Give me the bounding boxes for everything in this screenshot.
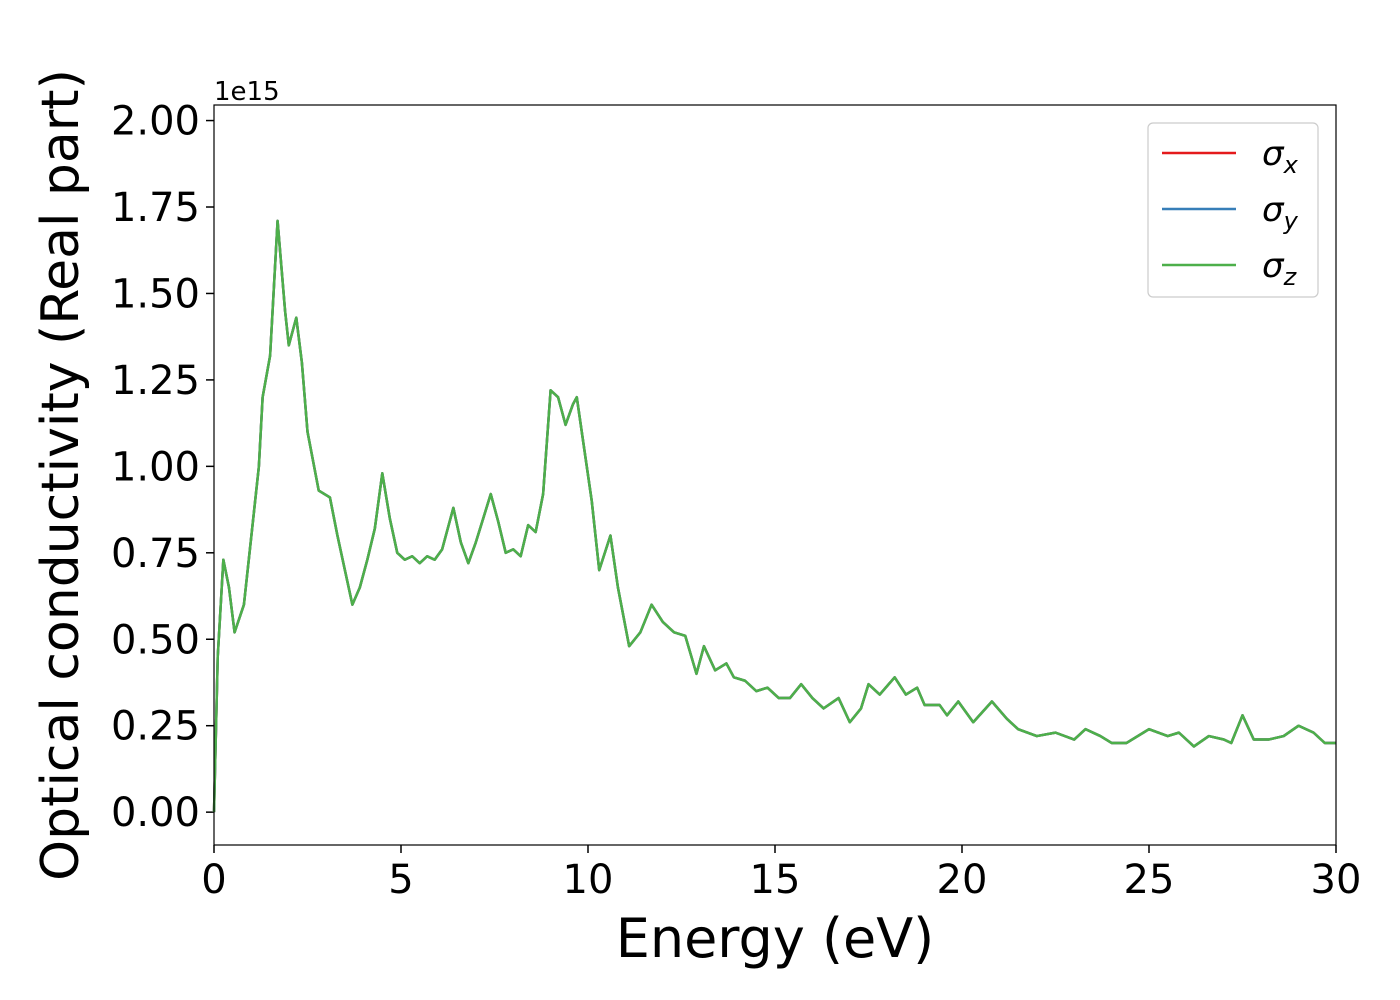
x-tick-label: 5 bbox=[388, 857, 413, 903]
y-axis-label: Optical conductivity (Real part) bbox=[31, 69, 91, 881]
x-tick-label: 15 bbox=[750, 857, 801, 903]
x-tick-label: 10 bbox=[563, 857, 614, 903]
x-tick-label: 25 bbox=[1124, 857, 1175, 903]
y-tick-label: 1.25 bbox=[111, 358, 200, 404]
series-line bbox=[212, 219, 1336, 813]
offset-label: 1e15 bbox=[214, 77, 280, 107]
y-tick-label: 1.00 bbox=[111, 444, 200, 490]
x-tick-label: 0 bbox=[201, 857, 226, 903]
y-tick-label: 0.00 bbox=[111, 790, 200, 836]
legend-label: σy bbox=[1262, 190, 1299, 235]
y-tick-label: 0.75 bbox=[111, 531, 200, 577]
series-line bbox=[212, 219, 1336, 813]
y-tick-label: 0.25 bbox=[111, 704, 200, 750]
y-tick-label: 1.50 bbox=[111, 271, 200, 317]
x-tick-label: 20 bbox=[937, 857, 988, 903]
y-tick-label: 2.00 bbox=[111, 99, 200, 145]
y-tick-label: 1.75 bbox=[111, 185, 200, 231]
series-line bbox=[212, 219, 1336, 813]
x-tick-label: 30 bbox=[1311, 857, 1362, 903]
x-axis-label: Energy (eV) bbox=[616, 907, 935, 970]
y-tick-label: 0.50 bbox=[111, 617, 200, 663]
plot-frame bbox=[213, 104, 1337, 846]
legend-label: σz bbox=[1262, 246, 1298, 291]
legend-label: σx bbox=[1262, 134, 1299, 179]
